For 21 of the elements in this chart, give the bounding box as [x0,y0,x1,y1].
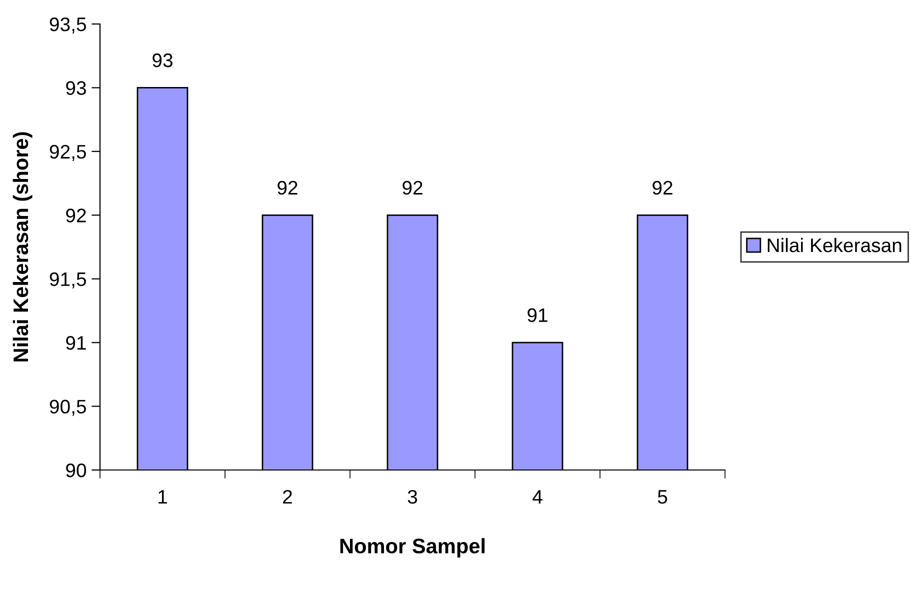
y-tick-label: 92 [66,208,86,222]
x-tick-label: 1 [158,490,167,504]
y-tick-label: 93 [66,81,86,95]
data-label: 93 [152,53,172,68]
y-tick-label: 93,5 [50,17,86,34]
y-axis-title: Nilai Kekerasan (shore) [12,132,32,362]
data-label: 92 [402,180,422,195]
y-tick-label: 90 [66,463,86,478]
y-tick-label: 92,5 [50,144,86,161]
x-tick-label: 3 [408,490,418,504]
y-tick-label: 91,5 [50,272,86,288]
x-tick-label: 5 [658,490,668,504]
data-label: 91 [528,308,548,322]
x-axis-title: Nomor Sampel [340,538,485,558]
data-label: 92 [278,180,298,195]
x-tick-label: 4 [532,490,542,504]
y-tick-label: 90,5 [50,400,86,416]
data-label: 92 [652,180,672,195]
x-tick-label: 2 [283,490,292,504]
y-tick-label: 91 [66,336,86,350]
legend-label: Nilai Kekerasan [768,238,902,252]
